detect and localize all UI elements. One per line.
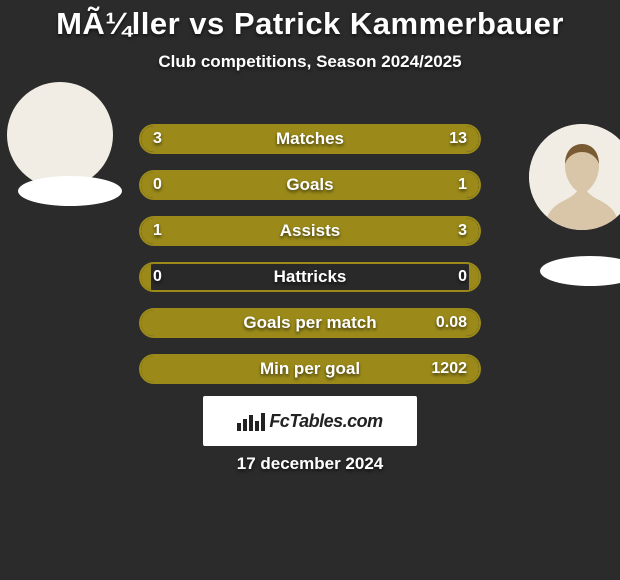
stat-fill-right bbox=[151, 310, 479, 336]
stat-fill-right bbox=[469, 264, 479, 290]
stat-fill-left bbox=[141, 172, 151, 198]
player-left-club-badge bbox=[18, 176, 122, 206]
stat-row: Assists13 bbox=[139, 216, 481, 246]
content-root: MÃ¼ller vs Patrick Kammerbauer Club comp… bbox=[0, 0, 620, 580]
player-right-avatar bbox=[529, 124, 620, 230]
stat-fill-left bbox=[141, 126, 204, 152]
brand-text: FcTables.com bbox=[269, 411, 382, 432]
stats-bars: Matches313 Goals01 Assists13 Hattricks0 0 Goa… bbox=[139, 124, 481, 400]
player-right-club-badge bbox=[540, 256, 620, 286]
stat-label: Hattricks bbox=[141, 264, 479, 290]
stat-value-left: 0 bbox=[153, 264, 162, 290]
stat-fill-right bbox=[226, 218, 480, 244]
stat-fill-left bbox=[141, 218, 226, 244]
subtitle: Club competitions, Season 2024/2025 bbox=[0, 52, 620, 72]
stat-fill-left bbox=[141, 264, 151, 290]
stat-fill-right bbox=[151, 356, 479, 382]
stat-row: Hattricks0 0 bbox=[139, 262, 481, 292]
stat-value-right: 0 bbox=[458, 264, 467, 290]
stat-fill-left bbox=[141, 310, 151, 336]
page-title: MÃ¼ller vs Patrick Kammerbauer bbox=[0, 0, 620, 42]
stat-row: Goals per match0.08 bbox=[139, 308, 481, 338]
person-silhouette-icon bbox=[529, 124, 620, 230]
stat-row: Matches313 bbox=[139, 124, 481, 154]
stat-row: Min per goal1202 bbox=[139, 354, 481, 384]
stat-row: Goals01 bbox=[139, 170, 481, 200]
date-text: 17 december 2024 bbox=[0, 454, 620, 474]
stat-fill-right bbox=[204, 126, 479, 152]
brand-chart-icon bbox=[237, 411, 265, 431]
player-left-avatar bbox=[7, 82, 113, 188]
stat-fill-right bbox=[151, 172, 479, 198]
stat-fill-left bbox=[141, 356, 151, 382]
brand-box: FcTables.com bbox=[203, 396, 417, 446]
